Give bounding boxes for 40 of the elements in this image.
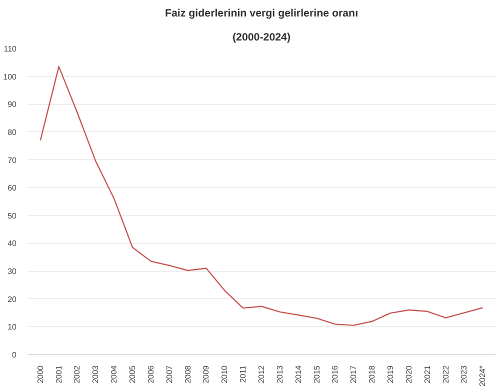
- x-tick-label: 2022: [441, 364, 450, 384]
- y-tick-label: 20: [8, 294, 18, 304]
- line-series: [40, 66, 484, 326]
- x-tick-label: 2012: [257, 364, 266, 384]
- x-tick-label: 2021: [422, 364, 432, 384]
- x-tick-label: 2002: [72, 364, 82, 384]
- y-tick-label: 100: [3, 72, 18, 82]
- x-tick-label: 2011: [238, 364, 248, 383]
- y-tick-label: 80: [8, 128, 18, 137]
- x-tick-label: 2008: [183, 364, 192, 384]
- x-tick-label: 2013: [275, 364, 284, 384]
- x-tick-label: 2016: [330, 364, 340, 384]
- x-tick-label: 2003: [91, 364, 100, 384]
- y-tick-label: 70: [8, 156, 18, 165]
- y-tick-label: 90: [8, 100, 18, 110]
- x-tick-label: 2019: [386, 364, 395, 384]
- y-tick-label: 30: [8, 267, 18, 276]
- x-tick-label: 2001: [54, 364, 64, 384]
- y-tick-label: 50: [8, 211, 18, 220]
- x-tick-label: 2000: [36, 364, 45, 384]
- y-tick-label: 60: [8, 184, 18, 193]
- x-tick-label: 2014: [294, 364, 303, 384]
- x-tick-label: 2017: [349, 364, 358, 384]
- chart-subtitle: (2000-2024): [232, 32, 291, 44]
- x-tick-label: 2006: [146, 364, 156, 384]
- x-tick-label: 2007: [164, 364, 174, 384]
- x-tick-label: 2024*: [478, 365, 488, 386]
- x-tick-label: 2004: [110, 364, 119, 384]
- x-tick-label: 2005: [128, 364, 138, 384]
- x-tick-label: 2023: [460, 364, 469, 384]
- y-tick-label: 10: [8, 322, 18, 332]
- x-tick-label: 2020: [404, 364, 414, 384]
- chart-title: Faiz giderlerinin vergi gelirlerine oranı: [164, 8, 358, 20]
- x-tick-label: 2015: [312, 364, 322, 384]
- y-tick-label: 0: [12, 350, 18, 360]
- y-tick-label: 40: [8, 239, 18, 248]
- x-tick-label: 2010: [220, 364, 230, 384]
- x-tick-label: 2018: [368, 364, 377, 384]
- x-tick-label: 2009: [202, 364, 211, 384]
- y-tick-label: 110: [4, 44, 18, 54]
